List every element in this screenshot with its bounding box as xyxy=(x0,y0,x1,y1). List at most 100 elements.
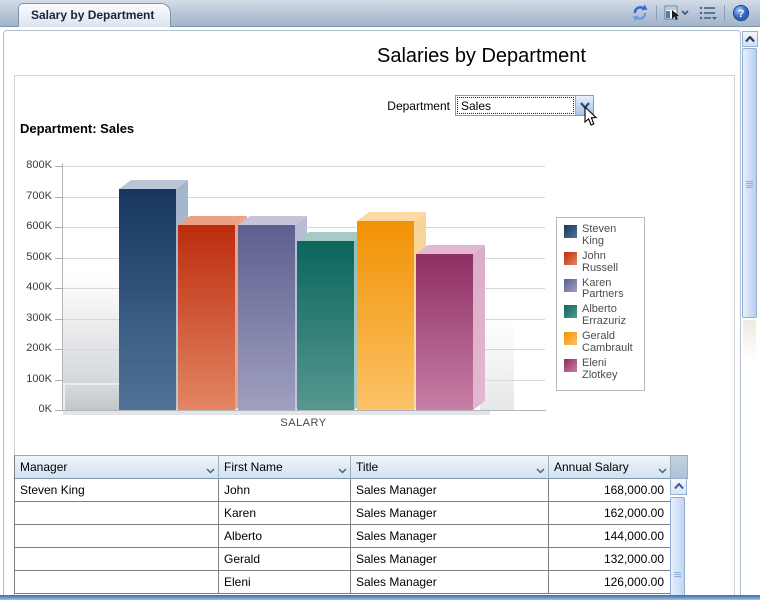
legend-swatch xyxy=(564,358,577,372)
cell-title[interactable]: Sales Manager xyxy=(351,548,549,571)
chevron-up-icon xyxy=(745,35,755,42)
legend-label: John Russell xyxy=(582,249,619,274)
cell-annual_salary[interactable]: 126,000.00 xyxy=(549,571,671,594)
list-menu-icon[interactable] xyxy=(697,3,719,23)
y-axis-tick-label: 300K xyxy=(26,311,52,324)
scrollbar-header-cap xyxy=(671,456,688,479)
column-header-first_name[interactable]: First Name xyxy=(219,456,351,479)
bar-karen-partners[interactable] xyxy=(237,216,307,410)
legend-item: Eleni Zlotkey xyxy=(564,357,639,382)
legend-swatch xyxy=(564,305,577,319)
page-scroll-up-button[interactable] xyxy=(742,31,758,47)
bar-gerald-cambrault[interactable] xyxy=(356,211,426,410)
y-axis-tick-label: 0K xyxy=(38,403,52,415)
bar-alberto-errazuriz[interactable] xyxy=(297,231,367,410)
department-select[interactable]: Sales xyxy=(455,95,594,116)
table-row[interactable]: Eleni Sales Manager 126,000.00 xyxy=(14,571,688,594)
bar-steven-king[interactable] xyxy=(119,179,188,410)
cell-title[interactable]: Sales Manager xyxy=(351,571,549,594)
window-toolbar: ? xyxy=(629,3,752,23)
table-row[interactable]: Alberto Sales Manager 144,000.00 xyxy=(14,525,688,548)
cell-manager[interactable] xyxy=(15,502,219,525)
cell-title[interactable]: Sales Manager xyxy=(351,479,549,502)
table-row[interactable]: Gerald Sales Manager 132,000.00 xyxy=(14,548,688,571)
refresh-icon[interactable] xyxy=(629,3,651,23)
y-axis-tick xyxy=(55,196,63,198)
table-scrollbar[interactable] xyxy=(670,478,687,600)
cell-manager[interactable]: Steven King xyxy=(15,479,219,502)
toolbar-separator xyxy=(724,5,725,21)
cell-annual_salary[interactable]: 144,000.00 xyxy=(549,525,671,548)
cell-manager[interactable] xyxy=(15,571,219,594)
legend-label: Alberto Errazuriz xyxy=(582,303,627,328)
bar-john-russell[interactable] xyxy=(178,216,248,410)
y-axis-tick-label: 600K xyxy=(26,220,52,232)
column-header-label: First Name xyxy=(224,460,283,474)
cell-first_name[interactable]: John xyxy=(219,479,351,502)
y-axis-tick xyxy=(55,166,63,167)
legend-swatch xyxy=(564,278,577,292)
window-bottom-edge xyxy=(0,595,760,600)
cell-annual_salary[interactable]: 162,000.00 xyxy=(549,502,671,525)
table-header-row: Manager First Name Title Annual Salary xyxy=(14,455,688,479)
chart-legend: Steven King John Russell Karen Partners Alber… xyxy=(556,217,645,391)
page-scroll-track[interactable] xyxy=(743,320,756,360)
y-axis-tick-label: 400K xyxy=(26,281,52,293)
tab-label: Salary by Department xyxy=(31,8,155,22)
column-header-manager[interactable]: Manager xyxy=(15,456,219,479)
chart-wall-cap xyxy=(63,383,119,410)
scroll-grip xyxy=(674,572,681,578)
page-scrollbar[interactable] xyxy=(742,31,758,360)
column-header-annual_salary[interactable]: Annual Salary xyxy=(549,456,671,479)
table-scroll-thumb[interactable] xyxy=(670,497,685,600)
cell-title[interactable]: Sales Manager xyxy=(351,525,549,548)
page-title: Salaries by Department xyxy=(377,45,586,67)
svg-text:?: ? xyxy=(738,8,745,20)
scroll-grip xyxy=(746,181,753,189)
cell-first_name[interactable]: Alberto xyxy=(219,525,351,548)
cell-first_name[interactable]: Gerald xyxy=(219,548,351,571)
tab-salary-by-department[interactable]: Salary by Department xyxy=(18,3,172,27)
toolbar-separator xyxy=(656,5,657,21)
cell-manager[interactable] xyxy=(15,548,219,571)
bar-eleni-zlotkey[interactable] xyxy=(416,245,485,410)
cell-first_name[interactable]: Eleni xyxy=(219,571,351,594)
table-row[interactable]: Karen Sales Manager 162,000.00 xyxy=(14,502,688,525)
column-header-label: Annual Salary xyxy=(554,460,629,474)
sort-chevron-icon[interactable] xyxy=(206,463,215,477)
legend-label: Gerald Cambrault xyxy=(582,330,633,354)
column-header-label: Manager xyxy=(20,460,68,474)
page-scroll-thumb[interactable] xyxy=(742,48,757,318)
y-axis-tick xyxy=(55,288,63,289)
table-body: Steven King John Sales Manager 168,000.00 Ka… xyxy=(14,479,688,594)
help-icon[interactable]: ? xyxy=(730,3,752,23)
sort-chevron-icon[interactable] xyxy=(338,463,347,477)
legend-label: Steven King xyxy=(582,223,617,247)
sort-chevron-icon[interactable] xyxy=(536,463,545,477)
mouse-cursor xyxy=(584,107,598,126)
page-select-icon[interactable] xyxy=(662,3,692,23)
y-axis-tick xyxy=(55,379,63,381)
sort-chevron-icon[interactable] xyxy=(658,463,667,477)
y-axis-tick-label: 100K xyxy=(26,372,52,385)
cell-manager[interactable] xyxy=(15,525,219,548)
y-axis-tick-label: 800K xyxy=(26,159,52,171)
table-scroll-up-button[interactable] xyxy=(670,478,687,495)
table-row[interactable]: Steven King John Sales Manager 168,000.00 xyxy=(14,479,688,502)
y-axis-tick xyxy=(55,227,63,228)
y-axis-line xyxy=(62,163,63,411)
salary-table: Manager First Name Title Annual Salary Stev… xyxy=(14,455,688,600)
cell-annual_salary[interactable]: 168,000.00 xyxy=(549,479,671,502)
legend-item: Karen Partners xyxy=(564,277,639,302)
x-axis-label: SALARY xyxy=(280,417,327,429)
cell-first_name[interactable]: Karen xyxy=(219,502,351,525)
cell-title[interactable]: Sales Manager xyxy=(351,502,549,525)
y-axis-tick xyxy=(55,257,63,259)
column-header-label: Title xyxy=(356,460,379,474)
legend-item: Alberto Errazuriz xyxy=(564,303,639,328)
bar-chart: 0K 100K 200K 300K 400K 500K 600K 700K 800K SALAR… xyxy=(0,155,745,445)
cell-annual_salary[interactable]: 132,000.00 xyxy=(549,548,671,571)
legend-swatch xyxy=(564,225,577,238)
column-header-title[interactable]: Title xyxy=(351,456,549,479)
legend-item: Gerald Cambrault xyxy=(564,330,639,355)
